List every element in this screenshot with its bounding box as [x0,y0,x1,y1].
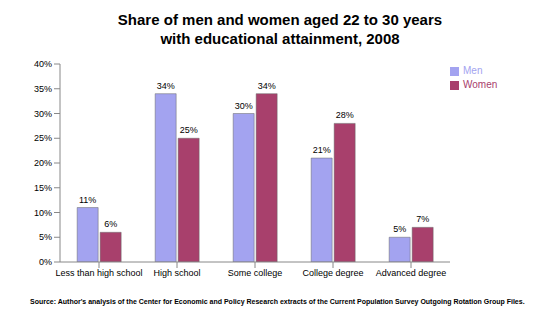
svg-text:6%: 6% [104,219,117,229]
html-text:Men: Men [463,65,483,76]
svg-text:College degree: College degree [302,268,363,278]
svg-text:Less than high school: Less than high school [55,268,142,278]
svg-text:20%: 20% [34,158,52,168]
svg-text:30%: 30% [34,109,52,119]
svg-text:Some college: Some college [228,268,283,278]
svg-text:0%: 0% [39,257,52,267]
svg-text:40%: 40% [34,59,52,69]
svg-text:30%: 30% [235,101,253,111]
svg-text:11%: 11% [79,195,96,205]
svg-text:34%: 34% [157,81,175,91]
svg-text:28%: 28% [336,110,354,120]
svg-text:5%: 5% [39,232,52,242]
svg-text:10%: 10% [34,208,52,218]
svg-text:25%: 25% [180,125,198,135]
svg-text:21%: 21% [313,145,331,155]
svg-text:25%: 25% [34,133,52,143]
html-text:Women: Women [463,79,498,90]
svg-text:7%: 7% [416,214,429,224]
svg-text:15%: 15% [34,183,52,193]
svg-text:Advanced degree: Advanced degree [376,268,447,278]
svg-text:5%: 5% [393,224,406,234]
html-text:Source: Author's analysis of t: Source: Author's analysis of the Center … [30,298,525,305]
svg-text:35%: 35% [34,84,52,94]
svg-text:34%: 34% [258,81,276,91]
html-text:Share of men and women aged 22: Share of men and women aged 22 to 30 yea… [117,11,443,47]
svg-text:High school: High school [153,268,200,278]
